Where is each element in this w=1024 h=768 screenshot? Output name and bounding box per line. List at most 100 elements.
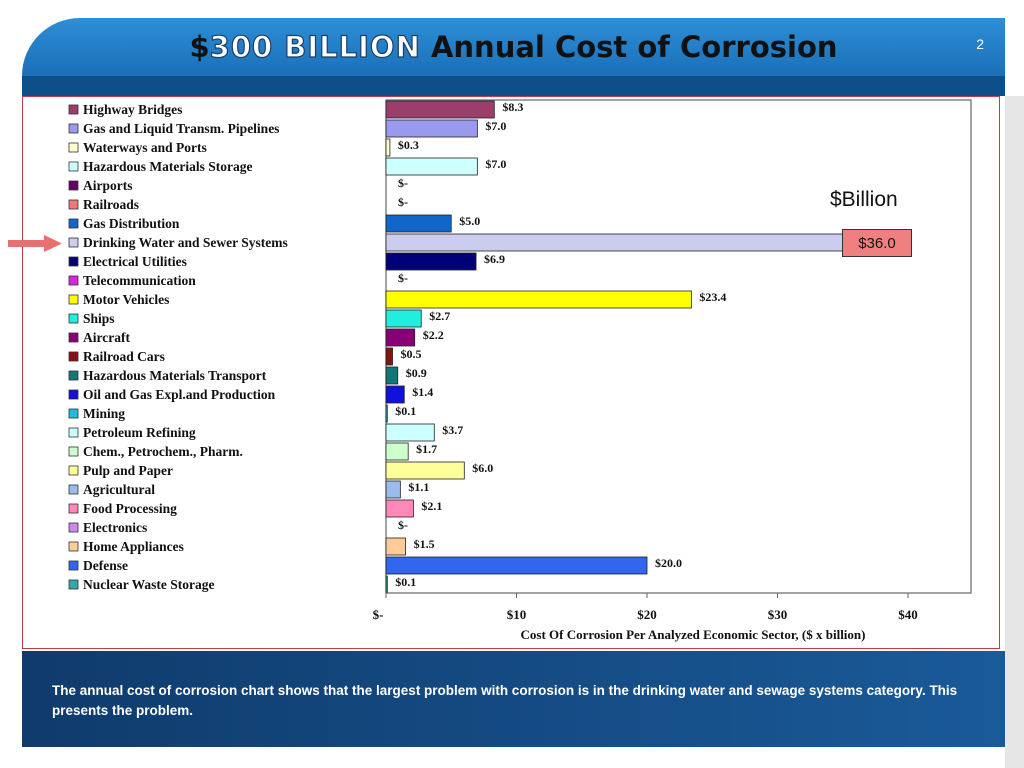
bar bbox=[385, 157, 478, 176]
bar bbox=[385, 309, 422, 328]
highlight-value-box: $36.0 bbox=[842, 229, 912, 257]
value-label: $0.5 bbox=[401, 347, 422, 361]
slide-caption: The annual cost of corrosion chart shows… bbox=[52, 683, 958, 718]
legend-label: Home Appliances bbox=[83, 539, 184, 554]
title-bar bbox=[22, 18, 1005, 76]
bar bbox=[385, 214, 452, 233]
value-label: $2.7 bbox=[429, 309, 450, 323]
title-rest: Annual Cost of Corrosion bbox=[420, 30, 838, 64]
legend-swatch bbox=[68, 465, 79, 476]
legend-label: Agricultural bbox=[83, 482, 155, 497]
legend-label: Gas and Liquid Transm. Pipelines bbox=[83, 121, 279, 136]
legend-swatch bbox=[68, 294, 79, 305]
x-tick-label: $30 bbox=[768, 607, 788, 622]
legend-label: Food Processing bbox=[83, 501, 177, 516]
value-label: $- bbox=[398, 518, 408, 532]
legend-label: Railroad Cars bbox=[83, 349, 165, 364]
legend-label: Electrical Utilities bbox=[83, 254, 187, 269]
legend-swatch bbox=[68, 351, 79, 362]
legend-swatch bbox=[68, 104, 79, 115]
value-label: $2.2 bbox=[423, 328, 444, 342]
bar bbox=[385, 347, 393, 366]
header-band bbox=[22, 76, 1005, 96]
value-label: $1.5 bbox=[414, 537, 435, 551]
x-tick-label: $10 bbox=[507, 607, 527, 622]
footer-band bbox=[22, 651, 1005, 747]
legend-swatch bbox=[68, 256, 79, 267]
legend-label: Motor Vehicles bbox=[83, 292, 169, 307]
legend-swatch bbox=[68, 123, 79, 134]
title-highlight: 300 BILLION bbox=[209, 29, 421, 64]
value-label: $1.1 bbox=[408, 480, 429, 494]
legend-label: Pulp and Paper bbox=[83, 463, 173, 478]
value-label: $3.7 bbox=[442, 423, 463, 437]
legend-label: Electronics bbox=[83, 520, 147, 535]
legend-label: Highway Bridges bbox=[83, 102, 182, 117]
legend-label: Gas Distribution bbox=[83, 216, 180, 231]
legend-swatch bbox=[68, 389, 79, 400]
legend-swatch bbox=[68, 142, 79, 153]
bar bbox=[385, 461, 465, 480]
legend-swatch bbox=[68, 199, 79, 210]
legend-label: Nuclear Waste Storage bbox=[83, 577, 214, 592]
value-label: $5.0 bbox=[459, 214, 480, 228]
legend-swatch bbox=[68, 446, 79, 457]
x-axis-label: Cost Of Corrosion Per Analyzed Economic … bbox=[521, 627, 866, 642]
legend-label: Aircraft bbox=[83, 330, 130, 345]
legend: Highway Bridges Gas and Liquid Transm. Pi… bbox=[68, 102, 288, 592]
legend-label: Hazardous Materials Storage bbox=[83, 159, 252, 174]
bar bbox=[385, 499, 414, 518]
legend-swatch bbox=[68, 579, 79, 590]
value-label: $1.7 bbox=[416, 442, 437, 456]
bar bbox=[385, 366, 399, 385]
unit-label: $Billion bbox=[830, 188, 898, 211]
value-label: $7.0 bbox=[485, 119, 506, 133]
legend-swatch bbox=[68, 180, 79, 191]
value-label: $- bbox=[398, 195, 408, 209]
legend-label: Defense bbox=[83, 558, 128, 573]
value-labels: $8.3 $7.0 $0.3 $7.0 $- $- $5.0 $6.9 $- $23.4 $2.7 $… bbox=[395, 100, 726, 589]
bar bbox=[385, 119, 478, 138]
legend-label: Waterways and Ports bbox=[83, 140, 207, 155]
value-label: $20.0 bbox=[655, 556, 682, 570]
x-tick-label: $20 bbox=[637, 607, 657, 622]
bar bbox=[385, 575, 388, 594]
legend-label: Railroads bbox=[83, 197, 139, 212]
legend-swatch bbox=[68, 503, 79, 514]
legend-swatch bbox=[68, 408, 79, 419]
value-label: $0.1 bbox=[395, 575, 416, 589]
arrow-shaft bbox=[8, 240, 46, 247]
value-label: $8.3 bbox=[502, 100, 523, 114]
value-label: $1.4 bbox=[412, 385, 433, 399]
legend-swatch bbox=[68, 522, 79, 533]
bar bbox=[385, 442, 409, 461]
bar bbox=[385, 404, 388, 423]
value-label: $6.9 bbox=[484, 252, 505, 266]
x-axis: $- $10 $20 $30 $40 bbox=[373, 592, 971, 622]
legend-label: Airports bbox=[83, 178, 133, 193]
legend-swatch bbox=[68, 541, 79, 552]
legend-label: Drinking Water and Sewer Systems bbox=[83, 235, 288, 250]
bar bbox=[385, 537, 406, 556]
bar bbox=[385, 385, 405, 404]
pointer-arrow bbox=[8, 235, 62, 252]
legend-label: Petroleum Refining bbox=[83, 425, 196, 440]
slide-title: $300 BILLION Annual Cost of Corrosion bbox=[189, 29, 838, 64]
legend-swatch bbox=[68, 560, 79, 571]
legend-swatch bbox=[68, 218, 79, 229]
legend-label: Hazardous Materials Transport bbox=[83, 368, 267, 383]
bar bbox=[385, 556, 648, 575]
value-label: $0.9 bbox=[406, 366, 427, 380]
bars bbox=[385, 100, 857, 594]
value-label: $- bbox=[398, 271, 408, 285]
legend-swatch bbox=[68, 427, 79, 438]
bar bbox=[385, 328, 416, 347]
value-label: $2.1 bbox=[421, 499, 442, 513]
legend-label: Mining bbox=[83, 406, 125, 421]
legend-swatch bbox=[68, 275, 79, 286]
x-tick-label: $- bbox=[373, 607, 384, 622]
value-label: $- bbox=[398, 176, 408, 190]
value-label: $0.1 bbox=[395, 404, 416, 418]
